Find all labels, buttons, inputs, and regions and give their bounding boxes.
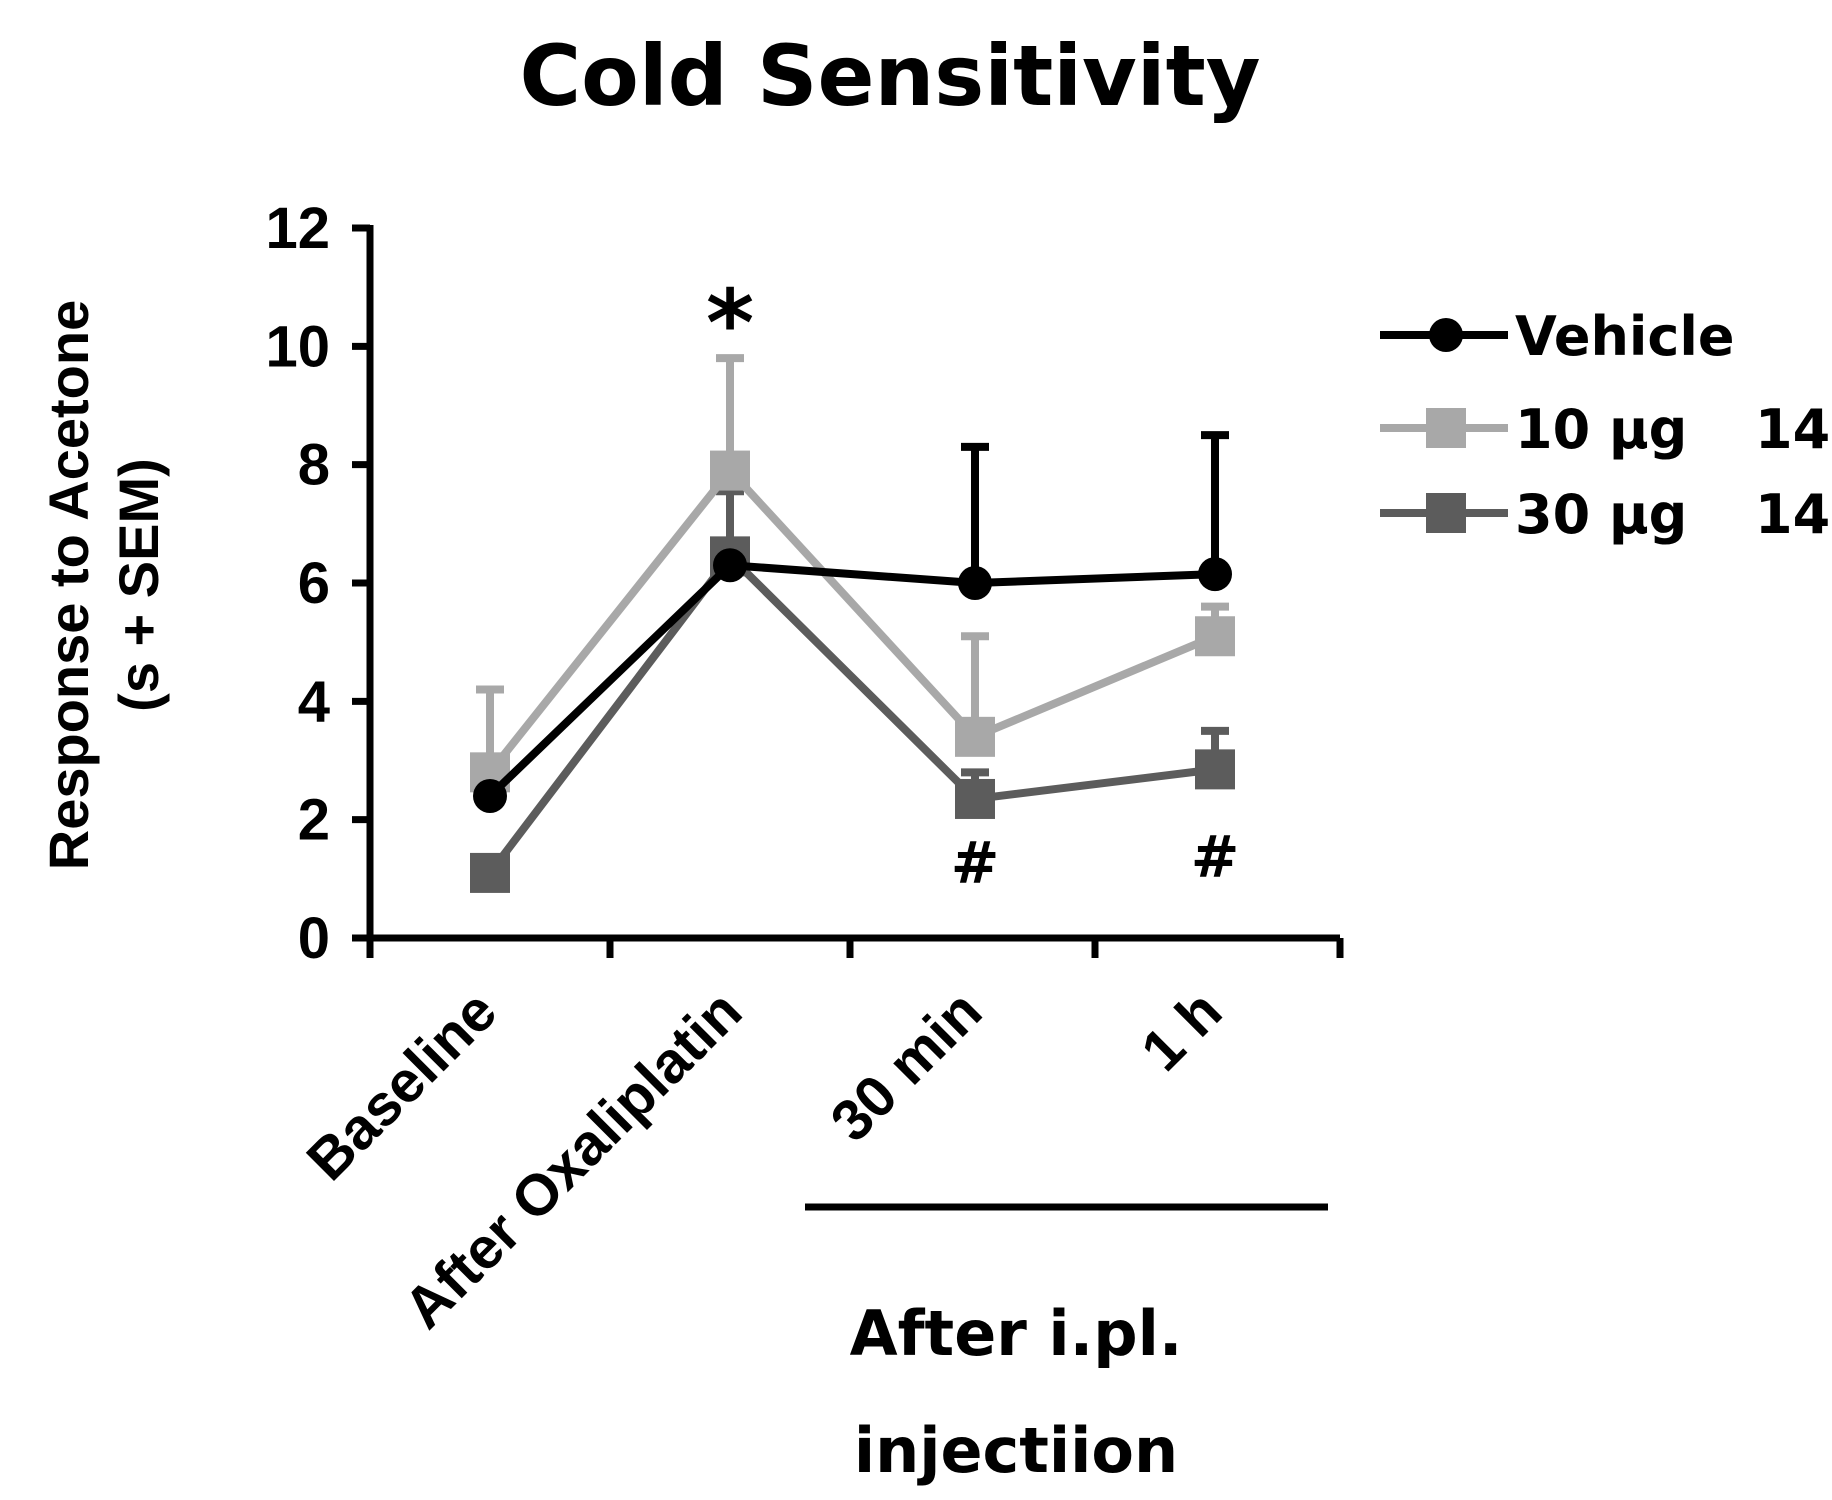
series-line [486,466,1217,775]
group-label-line-2: injectiion [854,1414,1178,1487]
y-tick-labels: 0 2 4 6 8 10 12 [265,196,330,971]
x-category-label: 1 h [1129,978,1234,1083]
axes [352,224,1344,958]
annotation: * [706,270,754,377]
y-tick-label: 6 [298,551,330,616]
data-point [473,779,507,813]
significance-annotations: * # # [706,270,1239,897]
chart-title: Cold Sensitivity [520,27,1261,125]
legend: Vehicle 10 μg 14 30 μg 14 [1380,305,1830,546]
data-point [955,778,995,819]
y-tick-label: 2 [298,788,330,853]
y-tick-label: 4 [298,669,330,734]
x-category-label: 30 min [818,978,994,1154]
y-tick-label: 12 [265,196,330,261]
y-tick-label: 10 [265,314,330,379]
annotation: # [1191,823,1240,891]
data-point [470,852,510,893]
data-point [955,716,995,757]
data-point [958,566,992,600]
group-label-line-1: After i.pl. [850,1297,1183,1370]
x-category-label: Baseline [295,978,510,1193]
legend-n-label: 14 [1755,483,1830,546]
legend-marker [1429,318,1463,352]
data-series [470,354,1235,893]
data-point [1195,616,1235,657]
legend-n-label: 14 [1755,398,1830,461]
data-point [710,450,750,491]
data-point [713,548,747,583]
legend-label: 10 μg [1515,398,1687,461]
legend-label: Vehicle [1515,305,1735,368]
data-point [1198,557,1232,592]
y-axis-label-line-2: (s + SEM) [107,458,170,712]
annotation: # [951,829,1000,897]
y-tick-label: 8 [298,433,330,498]
legend-marker [1426,493,1466,533]
series-line [487,561,1216,799]
data-point [1195,749,1235,790]
series-line [486,552,1216,876]
y-tick-label: 0 [298,906,330,971]
y-axis-label-line-1: Response to Acetone [37,300,100,870]
legend-marker [1426,408,1466,448]
legend-label: 30 μg [1515,483,1687,546]
